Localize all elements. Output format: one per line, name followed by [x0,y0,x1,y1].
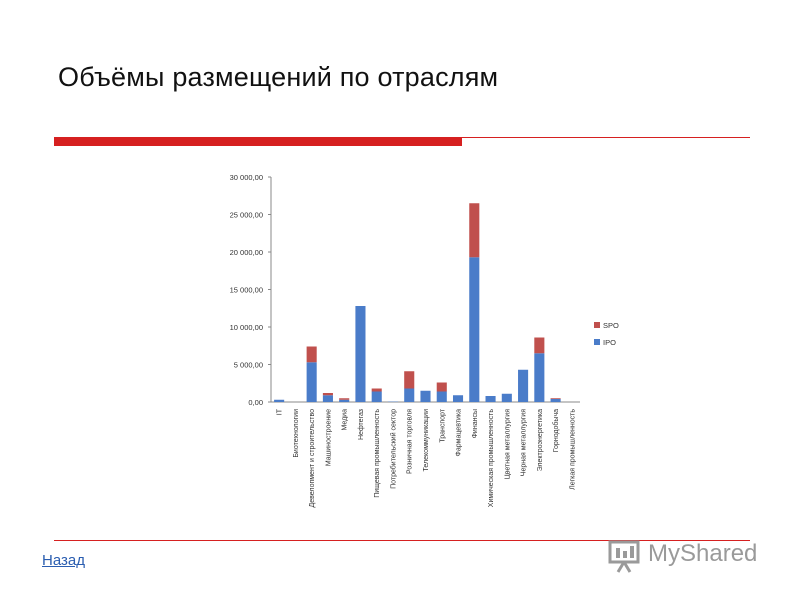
chart-panel: 0,00 5 000,00 10 000,00 15 000,00 20 000,00 2… [212,152,632,524]
x-tick-label: Легкая промышленность [569,409,576,490]
legend-swatch-spo [594,322,600,328]
legend-swatch-ipo [594,339,600,345]
title-divider-line [462,137,750,138]
bar-ipo [404,388,415,402]
x-tick-label: Пищевая промышленность [374,409,381,498]
bar-spo [371,388,382,392]
bar-spo [436,382,447,392]
presentation-icon [608,540,640,573]
bar-ipo [274,399,285,402]
x-tick-label: Финансы [472,409,479,438]
bar-ipo [420,390,431,402]
bar-spo [404,371,415,389]
bar-ipo [469,257,480,402]
x-tick-label: Транспорт [439,408,446,442]
bar-spo [306,346,317,363]
bar-ipo [371,391,382,402]
bar-ipo [550,399,561,402]
y-tick-label: 0,00 [248,398,263,407]
title-accent-bar [54,137,462,146]
bar-ipo [355,306,366,402]
x-tick-label: Нефтегаз [358,409,365,440]
footer-divider-line [54,540,750,541]
x-tick-label: Цветная металлургия [504,409,511,480]
bar-spo [469,203,480,258]
x-tick-label: Девелопмент и строительство [309,409,316,508]
back-link[interactable]: Назад [42,552,85,569]
legend-label-spo: SPO [603,321,619,330]
x-tick-label: Электроэнергетика [537,409,544,472]
y-tick-label: 30 000,00 [230,173,263,182]
x-tick-label: IT [277,408,284,415]
x-tick-label: Машиностроение [325,409,332,466]
bar-ipo [485,396,496,402]
x-tick-label: Горнодобыча [552,409,560,452]
watermark-text: MyShared [648,540,758,567]
y-tick-label: 5 000,00 [234,361,263,370]
x-tick-label: Медиа [342,409,349,431]
bar-spo [339,398,350,400]
x-tick-label: Черная металлургия [521,409,528,476]
bar-spo [322,393,333,396]
bar-ipo [452,395,464,402]
y-tick-label: 15 000,00 [230,286,263,295]
stacked-bar-chart: 0,00 5 000,00 10 000,00 15 000,00 20 000,00 2… [230,173,619,508]
x-tick-label: Химическая промышленность [488,409,495,508]
bar-ipo [518,369,529,402]
y-tick-label: 10 000,00 [230,323,263,332]
bar-spo [550,398,561,399]
bar-spo [534,337,545,354]
x-tick-label: Розничная торговля [407,409,414,474]
bar-ipo [322,395,333,402]
bar-ipo [501,393,512,402]
slide-title: Объёмы размещений по отраслям [58,62,499,92]
bar-ipo [534,353,545,402]
bar-ipo [306,362,317,402]
bar-ipo [436,391,447,402]
x-tick-label: Телекоммуникации [423,409,430,472]
legend-label-ipo: IPO [603,338,616,347]
x-tick-label: Потребительский сектор [389,409,397,489]
watermark: MyShared [606,536,766,576]
x-tick-label: Биотехнологии [293,409,300,458]
x-tick-label: Фармацевтика [456,409,463,457]
y-tick-label: 25 000,00 [230,211,263,220]
bar-ipo [339,399,350,402]
y-tick-label: 20 000,00 [230,248,263,257]
